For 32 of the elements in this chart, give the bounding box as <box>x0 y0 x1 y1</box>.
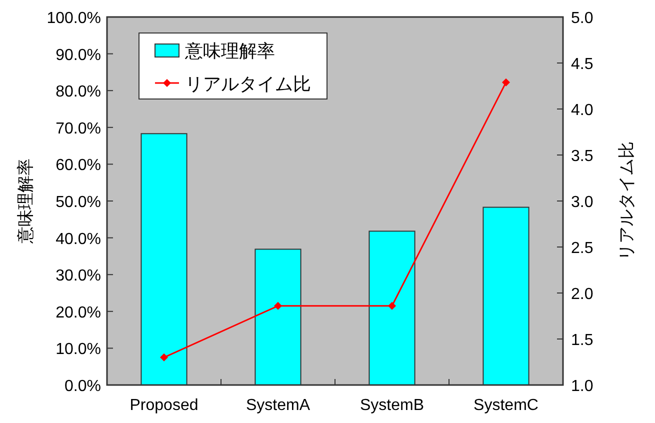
y-tick-label: 80.0% <box>56 84 101 101</box>
y2-tick-label: 1.0 <box>571 378 594 395</box>
x-tick-label: SystemB <box>360 397 424 414</box>
y-axis-title: 意味理解率 <box>16 158 35 244</box>
y2-tick-label: 3.0 <box>571 194 594 211</box>
y2-tick-label: 4.5 <box>571 56 594 73</box>
y-tick-label: 30.0% <box>56 268 101 285</box>
y2-tick-label: 3.5 <box>571 148 594 165</box>
x-tick-label: SystemC <box>474 397 538 414</box>
y2-tick-label: 1.5 <box>571 332 594 349</box>
x-tick-label: SystemA <box>246 397 310 414</box>
point <box>160 353 168 362</box>
y2-tick-label: 4.0 <box>571 102 594 119</box>
y-tick-label: 40.0% <box>56 230 101 248</box>
point <box>502 78 510 86</box>
point <box>274 302 282 310</box>
legend-label: リアルタイム比 <box>185 74 311 94</box>
y2-tick-label: 2.0 <box>571 286 594 303</box>
y-tick-label: 60.0% <box>56 157 101 174</box>
y-tick-label: 90.0% <box>56 46 101 64</box>
x-tick-label: Proposed <box>130 397 198 414</box>
y2-tick-label: 5.0 <box>571 10 594 27</box>
y2-tick-label: 2.5 <box>571 240 594 257</box>
y-tick-label: 20.0% <box>56 304 101 322</box>
y-tick-label: 70.0% <box>56 120 101 138</box>
y-tick-label: 10.0% <box>56 341 101 358</box>
y-tick-label: 100.0% <box>46 10 101 27</box>
y-tick-label: 0.0% <box>64 378 101 395</box>
y-tick-label: 50.0% <box>56 194 101 211</box>
legend-label: 意味理解率 <box>184 41 275 61</box>
y2-axis-title: リアルタイム比 <box>617 142 636 260</box>
point <box>388 302 396 310</box>
